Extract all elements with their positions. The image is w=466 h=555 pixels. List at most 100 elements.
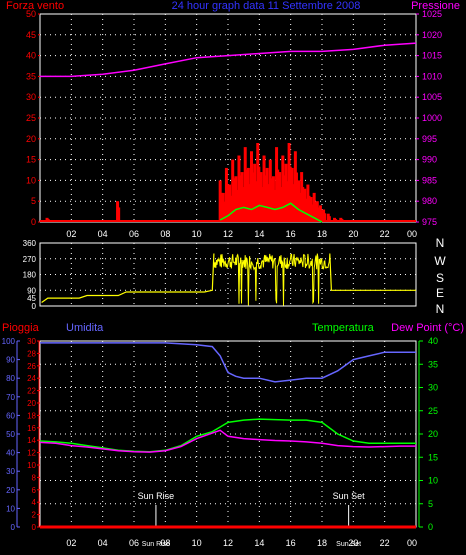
y-tick-label: 25 <box>26 113 36 123</box>
x-tick-label: 00 <box>407 229 417 239</box>
series-line <box>40 342 416 383</box>
y-tick-label: 1010 <box>422 71 442 81</box>
gust-line <box>219 202 323 223</box>
humidity-tick-label: 30 <box>6 467 15 476</box>
x-tick-label: 10 <box>192 538 202 548</box>
x-tick-label: 12 <box>223 538 233 548</box>
rain-tick-label: 0 <box>32 523 37 532</box>
rain-tick-label: 16 <box>27 424 36 433</box>
temperature-tick-label: 40 <box>428 336 438 346</box>
y-tick-label: 15 <box>26 155 36 165</box>
x-tick-label: 22 <box>380 229 390 239</box>
humidity-tick-label: 60 <box>6 411 15 420</box>
x-tick-label: 08 <box>160 229 170 239</box>
y-tick-label: 35 <box>26 71 36 81</box>
rain-tick-label: 30 <box>27 337 36 346</box>
humidity-tick-label: 70 <box>6 393 15 402</box>
direction-letter: N <box>436 302 445 316</box>
temperature-tick-label: 35 <box>428 359 438 369</box>
x-tick-label: 14 <box>254 229 264 239</box>
y-tick-label: 30 <box>26 92 36 102</box>
series-line <box>39 418 416 453</box>
humidity-title: Umidita <box>66 322 104 334</box>
series-line <box>39 429 416 453</box>
humidity-tick-label: 20 <box>6 486 15 495</box>
y-tick-label: 10 <box>26 175 36 185</box>
x-tick-label: 16 <box>286 538 296 548</box>
y-tick-label: 995 <box>422 134 437 144</box>
graph-title: 24 hour graph data 11 Settembre 2008 <box>172 0 361 12</box>
y-tick-label: 1015 <box>422 51 442 61</box>
x-tick-label: 22 <box>380 538 390 548</box>
y-tick-label: 0 <box>32 302 37 311</box>
temperature-tick-label: 30 <box>428 383 438 393</box>
rain-tick-label: 14 <box>27 436 36 445</box>
rain-tick-label: 22 <box>27 387 36 396</box>
direction-line <box>41 253 215 303</box>
temperature-tick-label: 10 <box>428 476 438 486</box>
wind-title: Forza vento <box>6 0 64 12</box>
direction-letter: W <box>434 254 446 268</box>
y-tick-label: 45 <box>26 30 36 40</box>
y-tick-label: 40 <box>26 51 36 61</box>
temperature-tick-label: 25 <box>428 406 438 416</box>
humidity-tick-label: 90 <box>6 356 15 365</box>
y-tick-label: 90 <box>27 286 36 295</box>
x-tick-label: 20 <box>348 229 358 239</box>
x-tick-label: 18 <box>317 538 327 548</box>
y-tick-label: 975 <box>422 217 437 227</box>
y-tick-label: 50 <box>26 9 36 19</box>
x-tick-label: 04 <box>98 538 108 548</box>
direction-line <box>329 253 416 291</box>
pressure-title: Pressione <box>411 0 460 12</box>
y-tick-label: 45 <box>27 294 36 303</box>
wind-pressure-panel: 0510152025303540455097598098599099510001… <box>26 9 442 239</box>
x-tick-label: 06 <box>129 229 139 239</box>
x-tick-label: 00 <box>407 538 417 548</box>
temperature-tick-label: 5 <box>428 499 433 509</box>
y-tick-label: 1025 <box>422 9 442 19</box>
rain-tick-label: 8 <box>32 473 37 482</box>
humidity-tick-label: 80 <box>6 374 15 383</box>
x-tick-label: Sun Set <box>336 541 361 548</box>
humidity-tick-label: 40 <box>6 449 15 458</box>
direction-scatter <box>213 253 331 306</box>
sun-marker-label: Sun Set <box>333 491 366 501</box>
y-tick-label: 985 <box>422 175 437 185</box>
rain-humidity-temperature-panel: 0102030405060708090100024681012141618202… <box>2 336 438 548</box>
humidity-tick-label: 100 <box>2 337 16 346</box>
x-tick-label: 10 <box>192 229 202 239</box>
rain-tick-label: 10 <box>27 461 36 470</box>
y-tick-label: 980 <box>422 196 437 206</box>
temperature-tick-label: 20 <box>428 429 438 439</box>
rain-tick-label: 26 <box>27 362 36 371</box>
y-tick-label: 20 <box>26 134 36 144</box>
direction-letter: S <box>436 271 444 285</box>
rain-tick-label: 28 <box>27 349 36 358</box>
rain-tick-label: 12 <box>27 449 36 458</box>
x-tick-label: 08 <box>160 538 170 548</box>
x-tick-label: 14 <box>254 538 264 548</box>
x-tick-label: 16 <box>286 229 296 239</box>
humidity-tick-label: 0 <box>11 523 16 532</box>
x-tick-label: 20 <box>348 538 358 548</box>
y-tick-label: 360 <box>23 239 37 248</box>
x-tick-label: Sun Rise <box>142 541 171 548</box>
humidity-tick-label: 10 <box>6 504 15 513</box>
rain-title: Pioggia <box>2 322 40 334</box>
temperature-title: Temperatura <box>312 322 375 334</box>
y-tick-label: 5 <box>31 196 36 206</box>
y-tick-label: 990 <box>422 155 437 165</box>
y-tick-label: 180 <box>23 271 37 280</box>
rain-tick-label: 20 <box>27 399 36 408</box>
y-tick-label: 1000 <box>422 113 442 123</box>
y-tick-label: 270 <box>23 255 37 264</box>
humidity-tick-label: 50 <box>6 430 15 439</box>
pressure-line <box>40 42 417 78</box>
temperature-tick-label: 15 <box>428 452 438 462</box>
rain-tick-label: 18 <box>27 411 36 420</box>
sun-marker-label: Sun Rise <box>138 491 175 501</box>
